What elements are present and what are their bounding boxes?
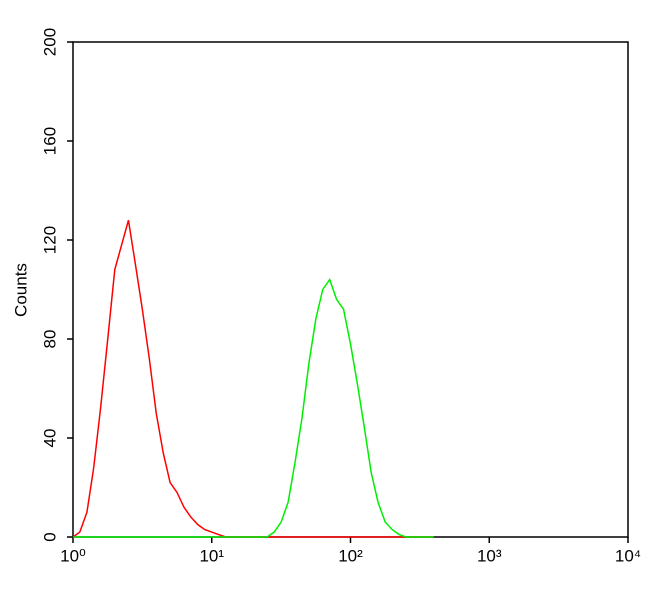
plot-frame: [72, 41, 629, 538]
y-tick-label: 200: [40, 28, 59, 56]
x-tick-label: 10²: [338, 546, 363, 565]
x-tick-label: 10¹: [199, 546, 224, 565]
y-axis-title: Counts: [11, 263, 30, 317]
x-tick-label: 10⁴: [615, 546, 641, 565]
y-tick-label: 40: [40, 429, 59, 448]
y-tick-label: 0: [40, 532, 59, 541]
histogram-line: [72, 219, 434, 538]
x-tick-label: 10⁰: [60, 546, 86, 565]
histogram-line: [73, 277, 434, 538]
x-tick-label: 10³: [477, 546, 502, 565]
y-tick-label: 160: [40, 127, 59, 155]
y-tick-label: 80: [40, 330, 59, 349]
y-tick-label: 120: [40, 226, 59, 254]
